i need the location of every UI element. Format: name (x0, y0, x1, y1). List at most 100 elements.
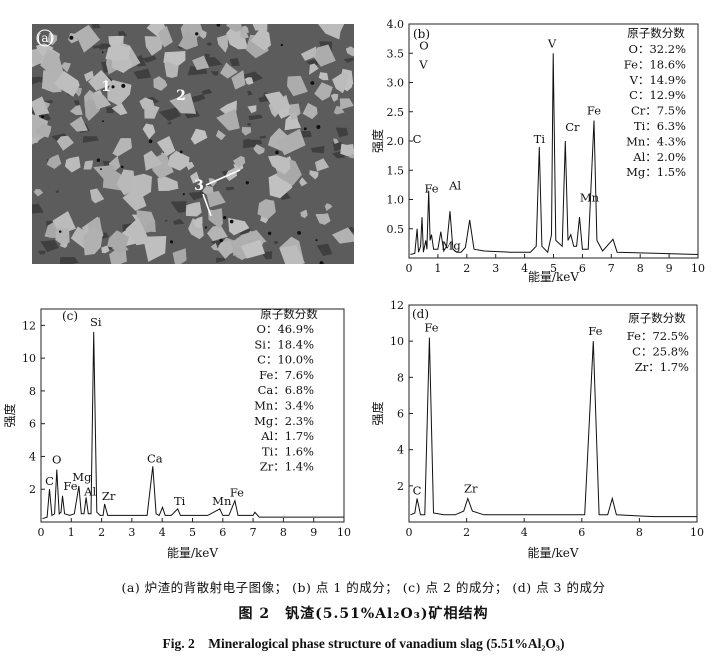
spinel-grain (185, 201, 202, 217)
matrix-speck (206, 42, 213, 46)
matrix-speck (210, 71, 219, 76)
x-tick-label: 10 (691, 262, 705, 275)
spinel-grain (300, 209, 308, 219)
y-tick-label: 12 (390, 299, 404, 312)
spinel-grain (257, 199, 276, 220)
matrix-speck (201, 88, 213, 95)
matrix-speck (82, 136, 99, 143)
spinel-grain (300, 46, 317, 61)
panel-label: (b) (413, 27, 430, 41)
y-axis-label: 强度 (2, 403, 17, 427)
spinel-grain (228, 217, 250, 236)
spinel-grain (279, 245, 305, 264)
spinel-grain (83, 160, 94, 170)
peak-label-cr: Cr (565, 120, 580, 134)
spinel-grain (253, 144, 265, 155)
spinel-grain (264, 91, 292, 112)
x-tick-label: 3 (128, 526, 135, 539)
point-label-3: 3 (194, 178, 204, 194)
spinel-grain (75, 24, 101, 53)
spinel-grain (216, 34, 228, 53)
x-tick-label: 6 (219, 526, 226, 539)
spinel-grain (318, 24, 345, 40)
pore (195, 32, 199, 36)
spinel-grain (111, 103, 128, 116)
spinel-grain (333, 106, 345, 115)
pore (216, 24, 221, 27)
pore (182, 193, 185, 196)
peak-label-mg: Mg (442, 238, 462, 252)
x-tick-label: 0 (406, 262, 413, 275)
composition-row: O：46.9% (257, 322, 315, 336)
x-tick-label: 2 (463, 526, 470, 539)
composition-row: Zr：1.4% (260, 460, 314, 474)
spinel-grain (247, 105, 257, 114)
pore (58, 230, 62, 233)
y-tick-label: 12 (22, 319, 36, 332)
spinel-grain (112, 138, 132, 157)
peak-label-al: Al (448, 179, 461, 193)
pore (148, 139, 153, 144)
spinel-grain (311, 44, 336, 67)
pore (169, 240, 174, 244)
peak-label-mn: Mn (212, 494, 232, 508)
spinel-grain (215, 129, 226, 141)
y-tick-label: 2.5 (387, 106, 405, 119)
x-tick-label: 4 (159, 526, 166, 539)
spinel-grain (89, 188, 105, 204)
pore (275, 150, 279, 155)
x-tick-label: 8 (636, 526, 643, 539)
point-label-1: 1 (101, 79, 111, 95)
peak-label-si: Si (90, 315, 102, 329)
spinel-grain (318, 72, 329, 81)
sem-annotations: (a) 1 2 3 (36, 29, 241, 217)
x-axis-label: 能量/keV (167, 546, 218, 560)
pore (315, 239, 318, 242)
y-tick-label: 0.5 (387, 223, 405, 236)
spinel-grain (46, 154, 62, 169)
x-tick-label: 0 (38, 526, 45, 539)
peak-label-v: V (547, 36, 557, 50)
spinel-grain (315, 213, 331, 225)
x-tick-label: 2 (98, 526, 105, 539)
pore (297, 231, 301, 235)
y-tick-label: 4 (29, 450, 36, 463)
spinel-grain (241, 239, 265, 259)
y-axis-label: 强度 (370, 401, 385, 425)
x-axis-label: 能量/keV (527, 546, 578, 560)
x-tick-label: 7 (608, 262, 615, 275)
spinel-grain (105, 44, 131, 61)
y-tick-label: 2 (397, 480, 404, 493)
peak-label-o: O (52, 453, 61, 467)
matrix-speck (247, 90, 253, 96)
composition-row: Al：2.0% (632, 150, 686, 164)
composition-row: C：25.8% (632, 344, 689, 358)
y-tick-label: 1.0 (387, 194, 405, 207)
matrix-speck (229, 58, 240, 67)
spectrum-panel-d: 0 2 4 6 8 10 2 4 6 8 10 12 能量/keV 强度 (d) C Fe Zr Fe 原子数分数 Fe… (370, 299, 704, 560)
spinel-grain (61, 62, 71, 73)
spinel-grain (93, 165, 118, 182)
peak-label-zr: Zr (102, 489, 116, 503)
x-tick-label: 10 (690, 526, 704, 539)
panel-label: (c) (62, 309, 78, 323)
x-tick-label: 8 (637, 262, 644, 275)
spinel-grain (324, 203, 333, 211)
spinel-grain (241, 25, 249, 34)
pore (102, 120, 104, 123)
y-axis-label: 强度 (370, 129, 385, 153)
x-tick-label: 2 (463, 262, 470, 275)
x-tick-label: 9 (310, 526, 317, 539)
spinel-grain (190, 171, 200, 184)
matrix-speck (59, 257, 79, 264)
y-tick-label: 8 (397, 371, 404, 384)
spinel-grain (210, 242, 219, 251)
pore (101, 51, 104, 54)
matrix-speck (188, 191, 206, 201)
peak-label-fe: Fe (424, 182, 438, 196)
spinel-grain (207, 225, 228, 242)
matrix-speck (335, 127, 349, 138)
peak-label-c: C (45, 474, 54, 488)
spinel-grain (190, 128, 208, 145)
spinel-grain (157, 25, 173, 48)
